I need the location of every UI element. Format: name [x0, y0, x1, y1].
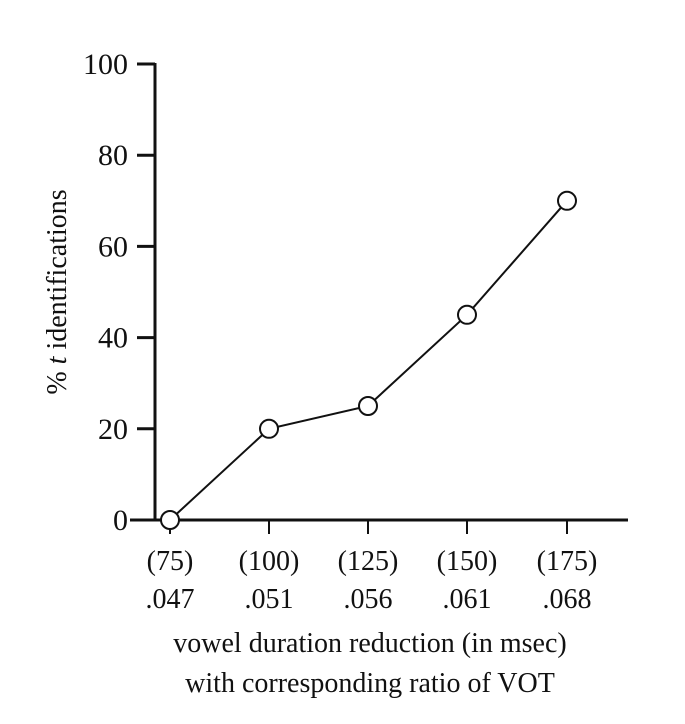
y-tick-label: 100 [83, 48, 128, 81]
y-axis-title-prefix: % [42, 364, 73, 394]
y-tick-label: 80 [98, 139, 128, 172]
x-tick-label-top: (150) [437, 546, 498, 577]
y-tick-label: 40 [98, 322, 128, 355]
x-tick-label-bottom: .056 [344, 584, 393, 615]
x-axis-title-line-2: with corresponding ratio of VOT [185, 668, 555, 699]
y-tick-label: 60 [98, 230, 128, 263]
series-line [169, 200, 568, 521]
x-tick-label-bottom: .047 [146, 584, 195, 615]
x-tick-label-top: (125) [338, 546, 399, 577]
x-tick-label-bottom: .061 [443, 584, 492, 615]
x-tick-label-top: (175) [537, 546, 598, 577]
y-axis-title: % t identifications [42, 189, 73, 394]
data-point [358, 396, 378, 416]
x-tick-label-top: (100) [239, 546, 300, 577]
data-point [557, 190, 577, 211]
y-axis-title-italic: t [42, 355, 73, 364]
data-point [160, 510, 180, 530]
x-tick-label-bottom: .068 [543, 584, 592, 615]
data-point [457, 304, 477, 325]
x-tick-label-top: (75) [147, 546, 194, 577]
y-axis-title-suffix: identifications [42, 189, 73, 356]
x-axis-title-line-1: vowel duration reduction (in msec) [173, 628, 566, 659]
data-point [259, 418, 279, 439]
x-tick-label-bottom: .051 [245, 584, 294, 615]
y-tick-label: 20 [98, 413, 128, 446]
y-tick-label: 0 [113, 504, 128, 537]
